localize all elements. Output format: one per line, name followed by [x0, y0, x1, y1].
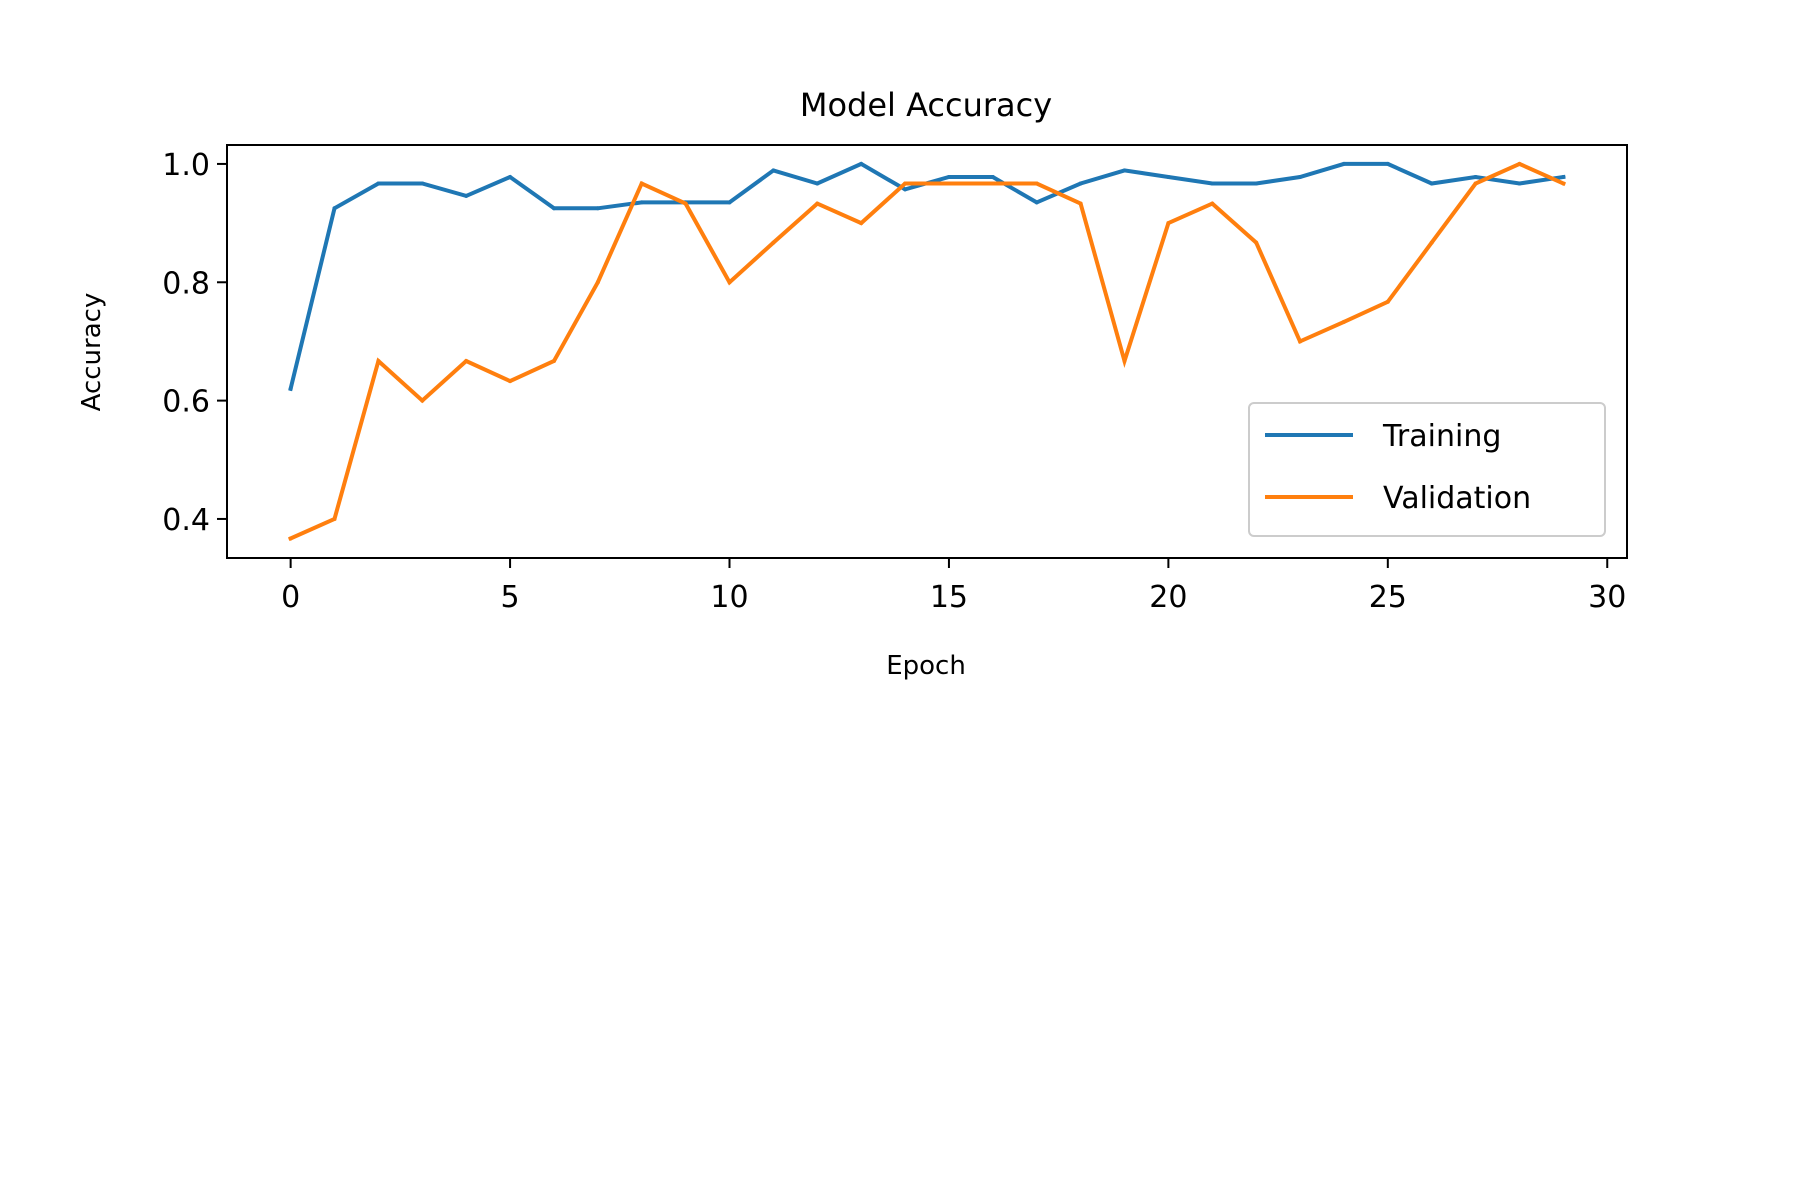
data-point-validation	[990, 181, 995, 186]
data-point-training	[946, 174, 951, 179]
data-point-training	[332, 206, 337, 211]
data-point-validation	[946, 181, 951, 186]
data-point-training	[595, 206, 600, 211]
legend: Training Validation	[1248, 402, 1606, 537]
x-tick-label: 25	[1369, 580, 1407, 615]
data-point-validation	[683, 201, 688, 206]
data-point-validation	[420, 398, 425, 403]
data-point-validation	[639, 181, 644, 186]
data-point-training	[1034, 200, 1039, 205]
data-point-validation	[1517, 161, 1522, 166]
data-point-validation	[1341, 319, 1346, 324]
data-point-validation	[1166, 221, 1171, 226]
y-tick-label: 0.8	[162, 266, 210, 301]
data-point-validation	[1210, 201, 1215, 206]
data-point-training	[727, 200, 732, 205]
data-point-training	[1385, 161, 1390, 166]
x-axis: 0 5 10 15 20 25 30	[281, 558, 1626, 615]
chart-title: Model Accuracy	[800, 86, 1052, 124]
data-point-validation	[903, 181, 908, 186]
x-axis-label: Epoch	[886, 651, 966, 681]
data-point-validation	[1254, 240, 1259, 245]
data-point-training	[420, 181, 425, 186]
data-point-training	[1517, 181, 1522, 186]
data-point-validation	[1122, 358, 1127, 363]
data-point-validation	[551, 358, 556, 363]
data-point-training	[1210, 181, 1215, 186]
data-point-training	[508, 174, 513, 179]
data-point-validation	[288, 536, 293, 541]
data-point-training	[1254, 181, 1259, 186]
data-point-validation	[376, 358, 381, 363]
data-point-validation	[332, 516, 337, 521]
data-point-validation	[859, 221, 864, 226]
data-point-training	[1298, 174, 1303, 179]
data-point-validation	[771, 240, 776, 245]
y-axis: 0.4 0.6 0.8 1.0	[162, 148, 227, 538]
x-tick-label: 15	[930, 580, 968, 615]
data-point-training	[1561, 174, 1566, 179]
data-point-training	[771, 168, 776, 173]
data-point-training	[1122, 168, 1127, 173]
data-point-validation	[727, 280, 732, 285]
data-point-validation	[595, 280, 600, 285]
x-tick-label: 10	[710, 580, 748, 615]
data-point-training	[1078, 181, 1083, 186]
y-tick-label: 0.4	[162, 503, 210, 538]
data-point-training	[859, 161, 864, 166]
data-point-training	[464, 193, 469, 198]
series-line-validation	[287, 161, 1567, 542]
data-point-training	[1429, 181, 1434, 186]
x-tick-label: 0	[281, 580, 300, 615]
y-tick-label: 1.0	[162, 148, 210, 183]
data-point-training	[815, 181, 820, 186]
data-point-validation	[1298, 339, 1303, 344]
data-point-validation	[1429, 240, 1434, 245]
data-point-validation	[508, 379, 513, 384]
legend-label-validation: Validation	[1383, 481, 1531, 516]
data-point-validation	[1561, 181, 1566, 186]
data-point-training	[990, 174, 995, 179]
data-point-training	[639, 200, 644, 205]
data-point-training	[551, 206, 556, 211]
data-point-validation	[1034, 181, 1039, 186]
data-point-training	[1473, 174, 1478, 179]
data-point-training	[903, 187, 908, 192]
data-point-validation	[1473, 181, 1478, 186]
data-point-validation	[1385, 299, 1390, 304]
data-point-training	[1341, 161, 1346, 166]
x-tick-label: 5	[501, 580, 520, 615]
legend-label-training: Training	[1382, 419, 1501, 454]
plot-frame	[226, 144, 1628, 559]
data-point-validation	[815, 201, 820, 206]
data-point-training	[376, 181, 381, 186]
data-point-training	[1166, 174, 1171, 179]
data-point-training	[288, 386, 293, 391]
x-tick-label: 30	[1588, 580, 1626, 615]
data-point-validation	[464, 358, 469, 363]
y-axis-label: Accuracy	[77, 293, 107, 412]
series-group	[287, 161, 1567, 542]
data-point-validation	[1078, 201, 1083, 206]
y-tick-label: 0.6	[162, 385, 210, 420]
x-tick-label: 20	[1149, 580, 1187, 615]
